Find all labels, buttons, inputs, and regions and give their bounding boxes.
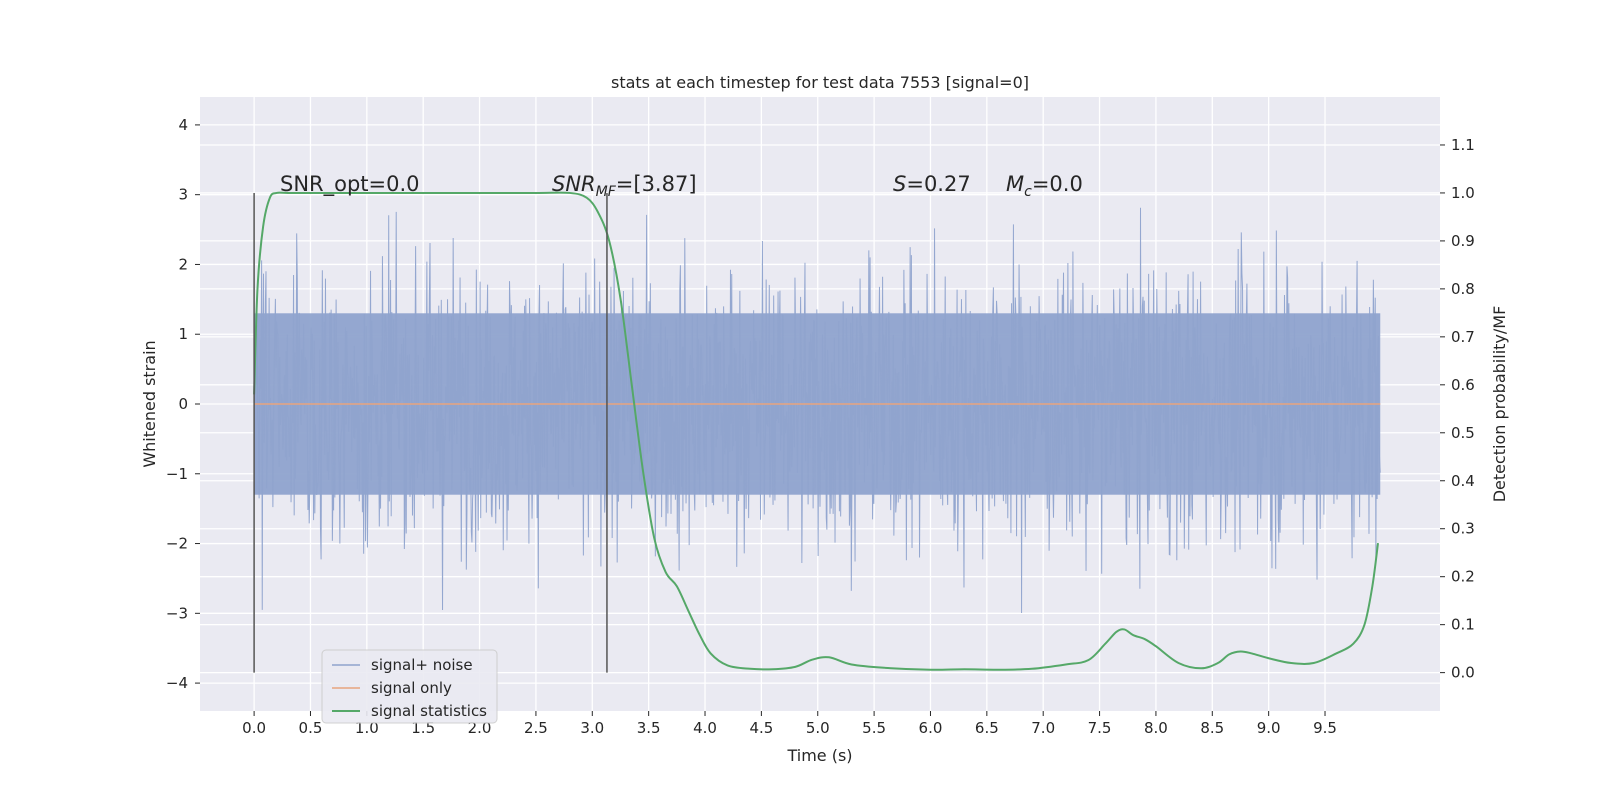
annotation-snr-mf-symbol: SNR [552,172,596,196]
annotation-s: S=0.27 [893,172,971,196]
annotation-snr-mf-value: =[3.87] [616,172,697,196]
x-tick-label: 4.5 [749,719,773,737]
y2-tick-label: 0.3 [1451,520,1475,538]
y2-tick-label: 0.9 [1451,232,1475,250]
x-tick-label: 0.0 [242,719,266,737]
x-tick-label: 5.5 [862,719,886,737]
annotation-snr-mf-subscript: MF [596,184,617,200]
y-tick-label: 0 [178,395,188,413]
vertical-marker-lines [253,192,608,673]
signal-statistics-line [253,191,1379,671]
chart-title: stats at each timestep for test data 755… [611,73,1029,92]
y-tick-label: −1 [166,465,188,483]
y-tick-label: −4 [166,674,188,692]
y2-tick-label: 0.1 [1451,616,1475,634]
y-tick-label: 2 [178,255,188,273]
x-tick-label: 9.0 [1257,719,1281,737]
x-tick-label: 6.0 [919,719,943,737]
x-tick-label: 9.5 [1313,719,1337,737]
legend-label-signal-statistics: signal statistics [371,702,487,720]
legend-label-signal-noise: signal+ noise [371,656,473,674]
y-tick-label: −3 [166,604,188,622]
x-tick-label: 6.5 [975,719,999,737]
x-tick-label: 8.5 [1200,719,1224,737]
y2-tick-label: 0.5 [1451,424,1475,442]
x-tick-label: 8.0 [1144,719,1168,737]
axis-ticks: 0.0 0.5 1.0 1.5 2.0 2.5 3.0 3.5 4.0 4.5 5.0 5.5 6.0 6… [166,116,1475,737]
x-tick-label: 2.5 [524,719,548,737]
y2-tick-label: 1.0 [1451,184,1475,202]
y2-tick-label: 1.1 [1451,136,1475,154]
y2-tick-label: 0.7 [1451,328,1475,346]
legend-box [321,649,498,724]
y-tick-label: −2 [166,535,188,553]
x-axis-label: Time (s) [786,746,852,765]
annotation-mc: Mc=0.0 [1006,172,1083,200]
x-tick-label: 3.5 [637,719,661,737]
x-tick-label: 7.5 [1088,719,1112,737]
y2-axis-label: Detection probability/MF [1490,306,1509,503]
annotation-mc-subscript: c [1024,184,1032,200]
annotation-mc-value: =0.0 [1032,172,1083,196]
annotation-mc-symbol: M [1006,172,1024,196]
x-tick-label: 0.5 [299,719,323,737]
annotation-snr-mf: SNRMF=[3.87] [552,172,697,200]
x-tick-label: 3.0 [580,719,604,737]
y2-tick-label: 0.8 [1451,280,1475,298]
annotation-s-value: =0.27 [906,172,970,196]
y2-tick-label: 0.0 [1451,664,1475,682]
y-tick-label: 1 [178,325,188,343]
y-tick-label: 3 [178,186,188,204]
legend: signal+ noise signal only signal statist… [321,649,498,724]
x-tick-label: 7.0 [1031,719,1055,737]
y2-tick-label: 0.6 [1451,376,1475,394]
annotation-snr-opt: SNR_opt=0.0 [280,172,420,197]
x-tick-label: 4.0 [693,719,717,737]
y-tick-label: 4 [178,116,188,134]
line-series-layer [253,191,1381,671]
annotation-s-symbol: S [893,172,906,196]
y2-tick-label: 0.4 [1451,472,1475,490]
legend-label-signal-only: signal only [371,679,452,697]
y2-tick-label: 0.2 [1451,568,1475,586]
x-tick-label: 5.0 [806,719,830,737]
noise-trace [253,207,1381,614]
y-axis-label: Whitened strain [140,340,159,467]
